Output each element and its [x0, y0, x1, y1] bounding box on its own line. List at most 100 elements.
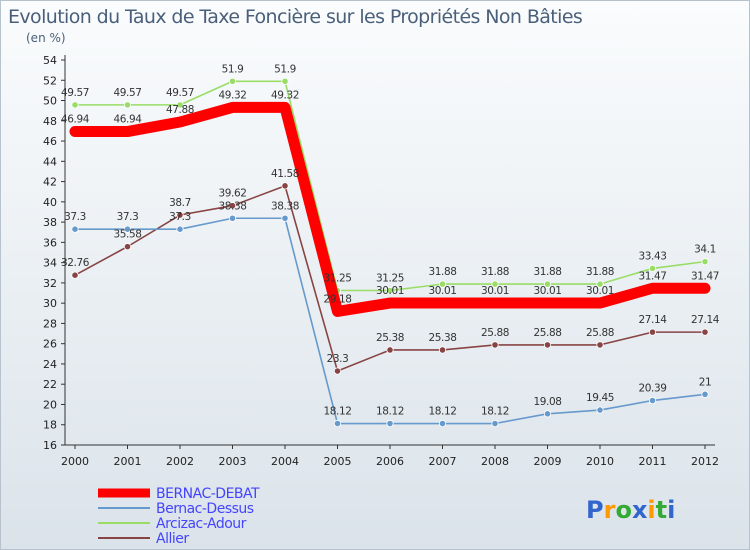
data-label: 35.58	[113, 229, 141, 241]
data-label: 18.12	[428, 406, 456, 418]
proxiti-logo: Proxiti	[586, 496, 675, 524]
data-label: 31.88	[428, 266, 456, 278]
data-label: 31.88	[533, 266, 561, 278]
data-point	[386, 286, 394, 295]
data-point	[543, 280, 552, 288]
data-label: 38.38	[218, 200, 246, 212]
x-tick-label: 2000	[61, 455, 89, 468]
y-tick-label: 16	[43, 439, 57, 452]
y-tick-label: 24	[43, 358, 57, 371]
logo-letter: x	[632, 496, 648, 524]
data-point	[281, 77, 289, 85]
x-tick-label: 2001	[114, 455, 142, 468]
series-arcizac-adour	[71, 77, 709, 295]
y-tick-label: 42	[43, 176, 57, 189]
labels-allier: 32.76 35.58 38.7 39.62 41.58 23.3 25.38 25.38 25…	[61, 168, 720, 365]
x-tick-label: 2004	[271, 455, 299, 468]
data-label: 25.88	[586, 327, 614, 339]
data-label: 51.9	[222, 63, 244, 75]
legend-label: Allier	[156, 531, 189, 547]
data-point	[596, 406, 604, 414]
x-tick-label: 2005	[324, 455, 352, 468]
data-label: 37.3	[64, 211, 86, 223]
data-point	[228, 202, 237, 210]
data-label: 31.25	[376, 272, 404, 284]
data-label: 47.88	[166, 104, 194, 116]
y-tick-label: 22	[43, 378, 57, 391]
data-point	[438, 419, 447, 428]
labels-arcizac-adour: 49.57 49.57 49.57 51.9 51.9 31.25 31.25 31.88 31…	[61, 63, 716, 284]
x-tick-label: 2009	[534, 455, 562, 468]
series-bernac-debat	[69, 101, 711, 317]
data-label: 25.38	[428, 332, 456, 344]
data-point	[438, 280, 447, 288]
data-label: 41.58	[271, 168, 299, 180]
legend-label: Arcizac-Adour	[156, 516, 247, 532]
data-point	[543, 410, 552, 418]
x-tick-label: 2012	[691, 455, 719, 468]
data-label: 30.01	[376, 285, 404, 297]
data-label: 33.43	[638, 250, 666, 262]
data-point	[491, 419, 499, 428]
data-label: 30.01	[533, 285, 561, 297]
data-label: 25.88	[533, 327, 561, 339]
data-point	[123, 243, 132, 251]
y-tick-label: 20	[43, 398, 57, 411]
data-point	[596, 341, 604, 349]
data-label: 21	[699, 376, 712, 388]
logo-letter: t	[656, 496, 667, 524]
data-label: 38.7	[169, 197, 191, 209]
data-point	[543, 341, 552, 349]
data-label: 31.88	[586, 266, 614, 278]
labels-bernac-debat: 46.94 46.94 47.88 49.32 49.32 29.18 30.01 30.01…	[61, 89, 719, 305]
series-line	[69, 101, 711, 317]
data-label: 19.45	[586, 392, 614, 404]
data-point	[701, 390, 709, 398]
data-point	[71, 225, 79, 233]
data-label: 25.88	[481, 327, 509, 339]
data-label: 31.25	[323, 272, 351, 284]
data-point	[491, 280, 499, 288]
data-label: 32.76	[61, 257, 90, 269]
data-label: 18.12	[376, 406, 404, 418]
logo-letter: P	[586, 496, 604, 524]
data-label: 34.1	[694, 244, 716, 256]
y-tick-label: 28	[43, 317, 57, 330]
data-label: 29.18	[323, 293, 351, 305]
data-point	[71, 101, 79, 109]
data-point	[228, 77, 237, 85]
data-point	[228, 214, 237, 222]
data-label: 46.94	[113, 114, 142, 126]
data-label: 27.14	[638, 314, 667, 326]
x-tick-label: 2007	[429, 455, 457, 468]
legend: BERNAC-DEBATBernac-DessusArcizac-AdourAl…	[98, 486, 261, 547]
data-label: 30.01	[481, 285, 509, 297]
data-label: 19.08	[533, 396, 561, 408]
data-point	[333, 367, 342, 375]
data-label: 27.14	[691, 314, 720, 326]
y-tick-label: 50	[43, 95, 57, 108]
data-point	[648, 264, 657, 273]
data-label: 37.3	[169, 211, 191, 223]
data-point	[491, 341, 499, 349]
axes: 16 18 20 22 24 26 28 30 32 34 36 38 40 42 44 46 48 50 52 54…	[43, 54, 719, 468]
data-point	[281, 182, 289, 190]
data-point	[701, 258, 709, 266]
data-label: 31.88	[481, 266, 509, 278]
x-tick-label: 2010	[586, 455, 614, 468]
data-label: 30.01	[586, 285, 614, 297]
logo-letter: i	[667, 496, 675, 524]
data-point	[438, 346, 447, 354]
data-point	[176, 101, 184, 109]
x-tick-label: 2011	[639, 455, 667, 468]
chart-subtitle: (en %)	[26, 31, 66, 45]
data-label: 30.01	[428, 285, 456, 297]
y-tick-label: 32	[43, 277, 57, 290]
data-label: 46.94	[61, 114, 90, 126]
data-point	[333, 419, 342, 428]
data-point	[123, 225, 132, 233]
data-point	[701, 328, 709, 336]
x-tick-label: 2008	[481, 455, 509, 468]
y-tick-label: 52	[43, 74, 57, 87]
